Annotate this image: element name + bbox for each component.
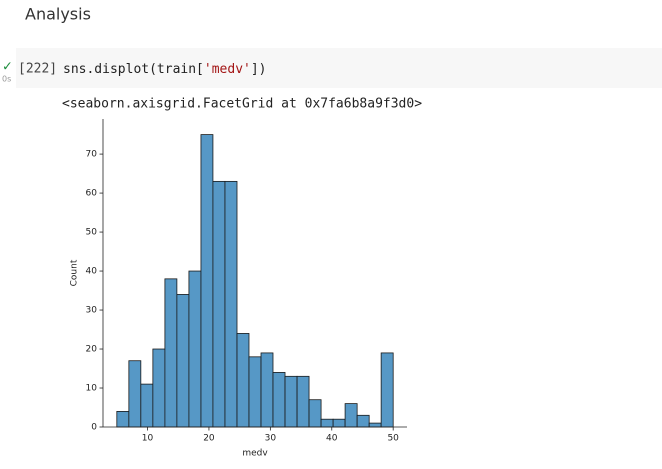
cell-output: <seaborn.axisgrid.FacetGrid at 0x7fa6b8a… — [62, 97, 422, 112]
y-tick-label: 60 — [86, 189, 98, 199]
duration: 0s — [2, 75, 11, 84]
x-tick-label: 40 — [326, 434, 338, 444]
bar — [344, 403, 358, 428]
prompt: [222] — [18, 62, 57, 77]
bar — [272, 372, 286, 428]
y-tick-label: 70 — [86, 150, 98, 160]
code-part: ]) — [251, 62, 267, 77]
bar — [236, 333, 250, 428]
y-tick-label: 50 — [86, 228, 98, 238]
code-part: sns.displot(train[ — [63, 62, 204, 77]
bar — [380, 352, 394, 428]
bar — [200, 134, 214, 428]
bar — [248, 356, 262, 428]
code-cell[interactable] — [16, 48, 662, 88]
code-string: 'medv' — [204, 62, 251, 77]
x-tick-label: 20 — [203, 434, 215, 444]
bar — [308, 399, 322, 428]
bar — [152, 348, 166, 428]
y-tick-label: 0 — [91, 423, 97, 433]
bar — [128, 360, 142, 428]
y-axis-label: Count — [70, 259, 80, 286]
y-tick-label: 10 — [86, 384, 98, 394]
y-tick-label: 20 — [86, 345, 98, 355]
bar — [164, 278, 178, 428]
bar — [176, 294, 190, 428]
bar — [320, 418, 334, 428]
status-icon: ✓ — [2, 60, 13, 75]
bar — [356, 414, 370, 428]
bar — [296, 375, 310, 428]
bar — [284, 375, 298, 428]
bar — [368, 422, 382, 428]
y-tick-label: 40 — [86, 267, 98, 277]
y-tick-label: 30 — [86, 306, 98, 316]
bar — [260, 352, 274, 428]
x-tick-label: 30 — [265, 434, 277, 444]
x-tick-label: 50 — [387, 434, 399, 444]
bar — [224, 180, 238, 428]
section-title: Analysis — [25, 5, 91, 24]
bar — [140, 383, 154, 428]
x-axis-label: medv — [242, 449, 268, 459]
bar — [188, 270, 202, 428]
bar — [332, 418, 346, 428]
code: sns.displot(train['medv']) — [63, 62, 267, 77]
bar — [116, 411, 130, 428]
x-tick-label: 10 — [142, 434, 154, 444]
bar — [212, 180, 226, 428]
